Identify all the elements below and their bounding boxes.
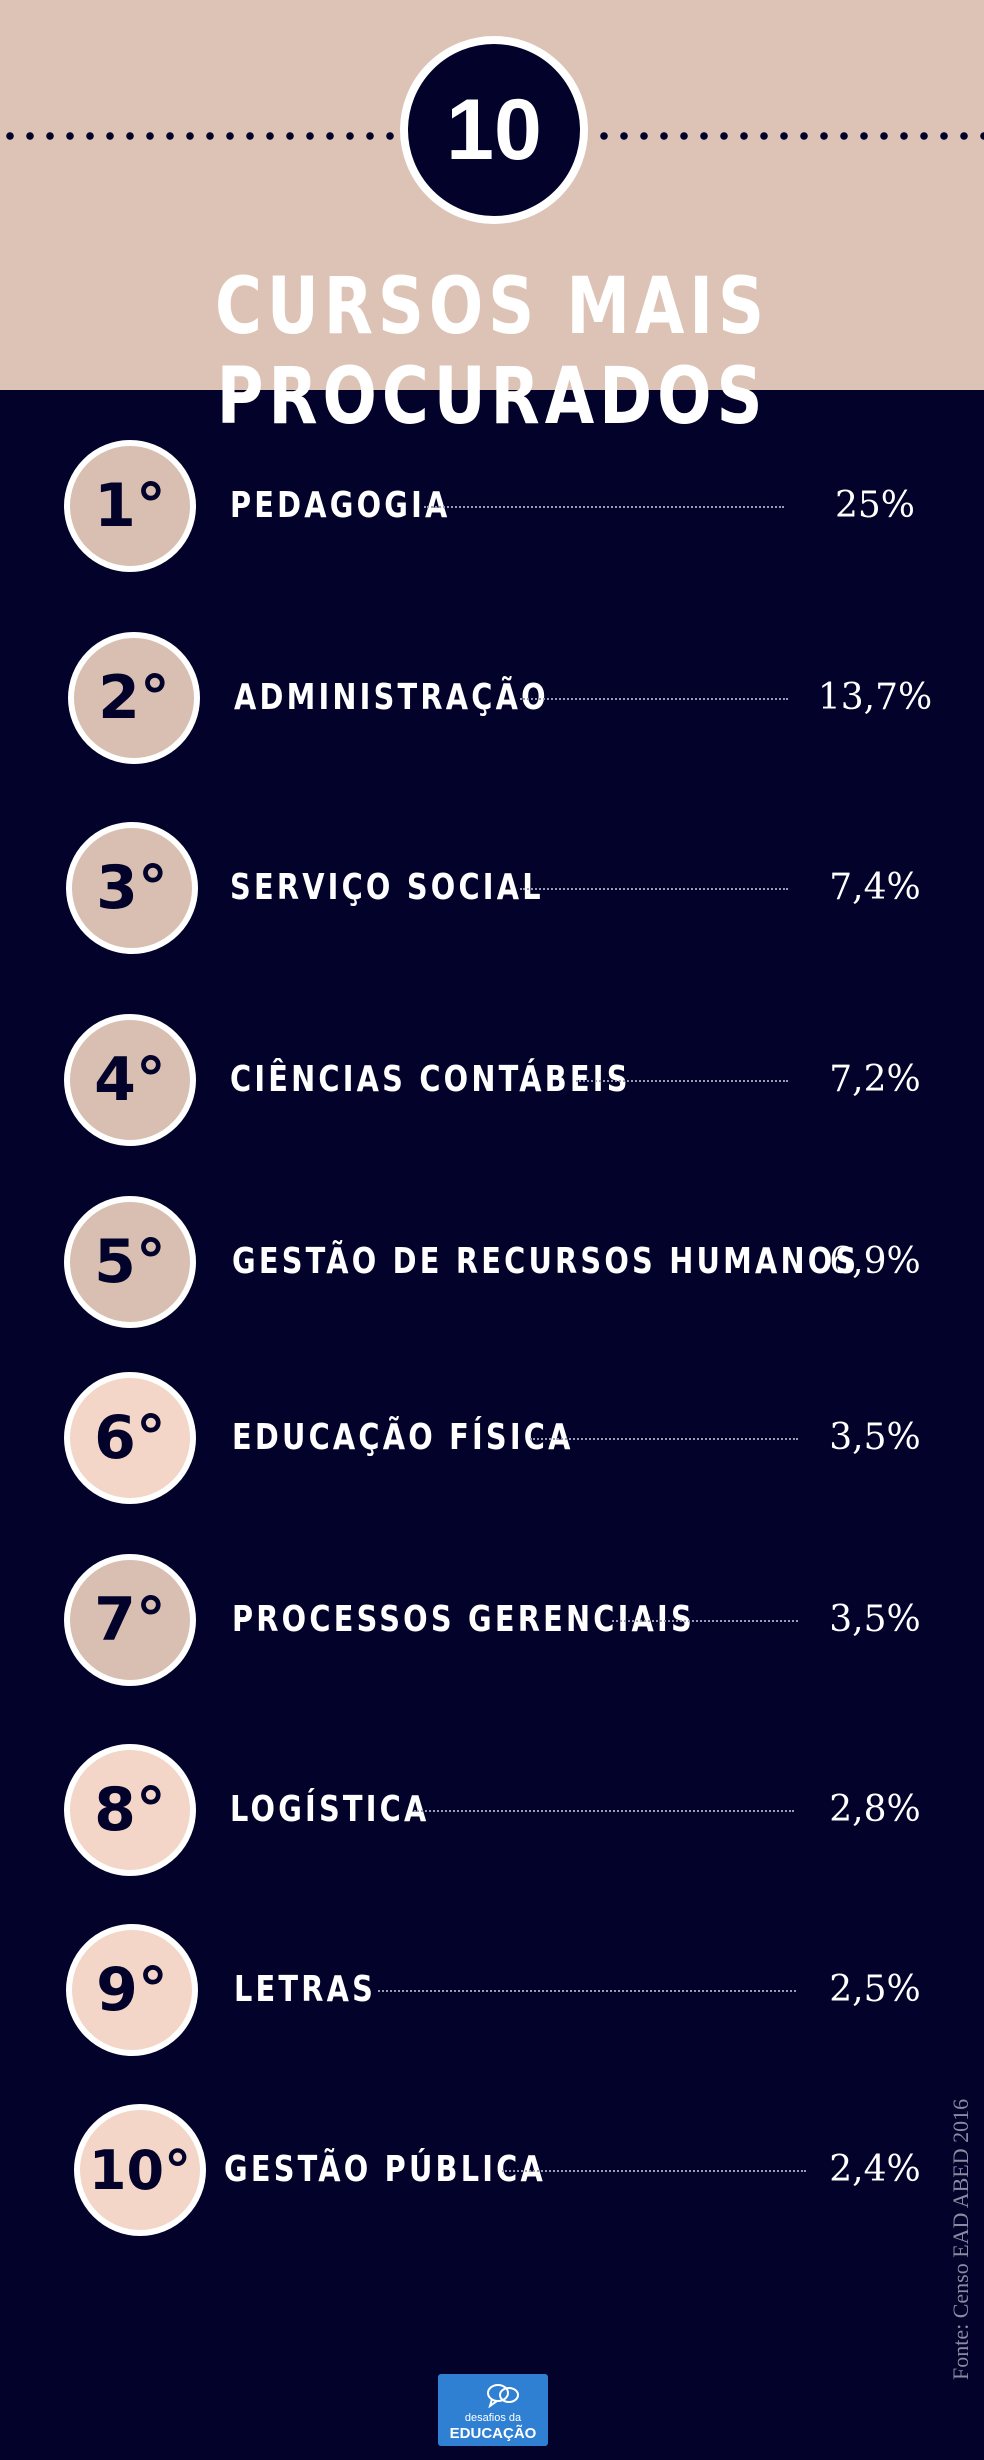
dotted-leader [424, 506, 784, 508]
course-row: 7° PROCESSOS GERENCIAIS 3,5% [0, 1554, 984, 1690]
rank-badge: 5° [64, 1196, 196, 1328]
dotted-leader [520, 888, 788, 890]
course-name: SERVIÇO SOCIAL [230, 867, 544, 908]
speech-bubbles-icon [487, 2384, 519, 2408]
dotted-leader [502, 2170, 806, 2172]
course-row: 6° EDUCAÇÃO FÍSICA 3,5% [0, 1372, 984, 1508]
course-percent: 7,2% [829, 1059, 921, 1100]
course-row: 9° LETRAS 2,5% [0, 1924, 984, 2060]
rank-badge: 6° [64, 1372, 196, 1504]
count-badge: 10 [400, 36, 588, 224]
dotted-leader [530, 1438, 798, 1440]
course-percent: 6,9% [829, 1241, 921, 1282]
rank-badge: 8° [64, 1744, 196, 1876]
course-name: LOGÍSTICA [230, 1789, 430, 1830]
course-name: EDUCAÇÃO FÍSICA [232, 1417, 574, 1458]
rank-badge: 10° [74, 2104, 206, 2236]
source-credit: Fonte: Censo EAD ABED 2016 [948, 2098, 973, 2380]
course-percent: 2,8% [829, 1789, 921, 1830]
dotted-leader [612, 1620, 798, 1622]
dotted-leader [520, 698, 788, 700]
course-percent: 2,4% [829, 2149, 921, 2190]
page-title: CURSOS MAIS PROCURADOS [214, 262, 770, 442]
course-percent: 25% [834, 485, 915, 526]
course-row: 3° SERVIÇO SOCIAL 7,4% [0, 822, 984, 958]
course-name: CIÊNCIAS CONTÁBEIS [230, 1059, 631, 1100]
course-row: 2° ADMINISTRAÇÃO 13,7% [0, 632, 984, 768]
header-banner: 10 CURSOS MAIS PROCURADOS [0, 0, 984, 442]
course-row: 5° GESTÃO DE RECURSOS HUMANOS 6,9% [0, 1196, 984, 1332]
course-percent: 3,5% [829, 1599, 921, 1640]
course-name: ADMINISTRAÇÃO [234, 677, 549, 718]
brand-logo: desafios da EDUCAÇÃO [438, 2374, 548, 2446]
rank-badge: 9° [66, 1924, 198, 2056]
course-percent: 13,7% [817, 677, 933, 718]
course-row: 8° LOGÍSTICA 2,8% [0, 1744, 984, 1880]
dotted-leader [378, 1990, 796, 1992]
course-name: LETRAS [234, 1969, 377, 2010]
dotted-divider-right [594, 132, 984, 140]
rank-badge: 4° [64, 1014, 196, 1146]
logo-small-text: desafios da [464, 2412, 522, 2424]
course-row: 4° CIÊNCIAS CONTÁBEIS 7,2% [0, 1014, 984, 1150]
course-row: 1° PEDAGOGIA 25% [0, 440, 984, 576]
rank-badge: 1° [64, 440, 196, 572]
course-name: PEDAGOGIA [230, 485, 451, 526]
course-name: GESTÃO PÚBLICA [224, 2149, 546, 2190]
rank-badge: 7° [64, 1554, 196, 1686]
dotted-divider-left [0, 132, 400, 140]
course-percent: 3,5% [829, 1417, 921, 1458]
dotted-leader [414, 1810, 794, 1812]
course-name: PROCESSOS GERENCIAIS [232, 1599, 695, 1640]
rank-badge: 3° [66, 822, 198, 954]
dotted-leader [576, 1080, 788, 1082]
logo-brand-text: EDUCAÇÃO [449, 2425, 537, 2442]
course-name: GESTÃO DE RECURSOS HUMANOS [232, 1241, 860, 1282]
course-row: 10° GESTÃO PÚBLICA 2,4% [0, 2104, 984, 2240]
course-percent: 7,4% [829, 867, 921, 908]
rank-badge: 2° [68, 632, 200, 764]
course-percent: 2,5% [829, 1969, 921, 2010]
